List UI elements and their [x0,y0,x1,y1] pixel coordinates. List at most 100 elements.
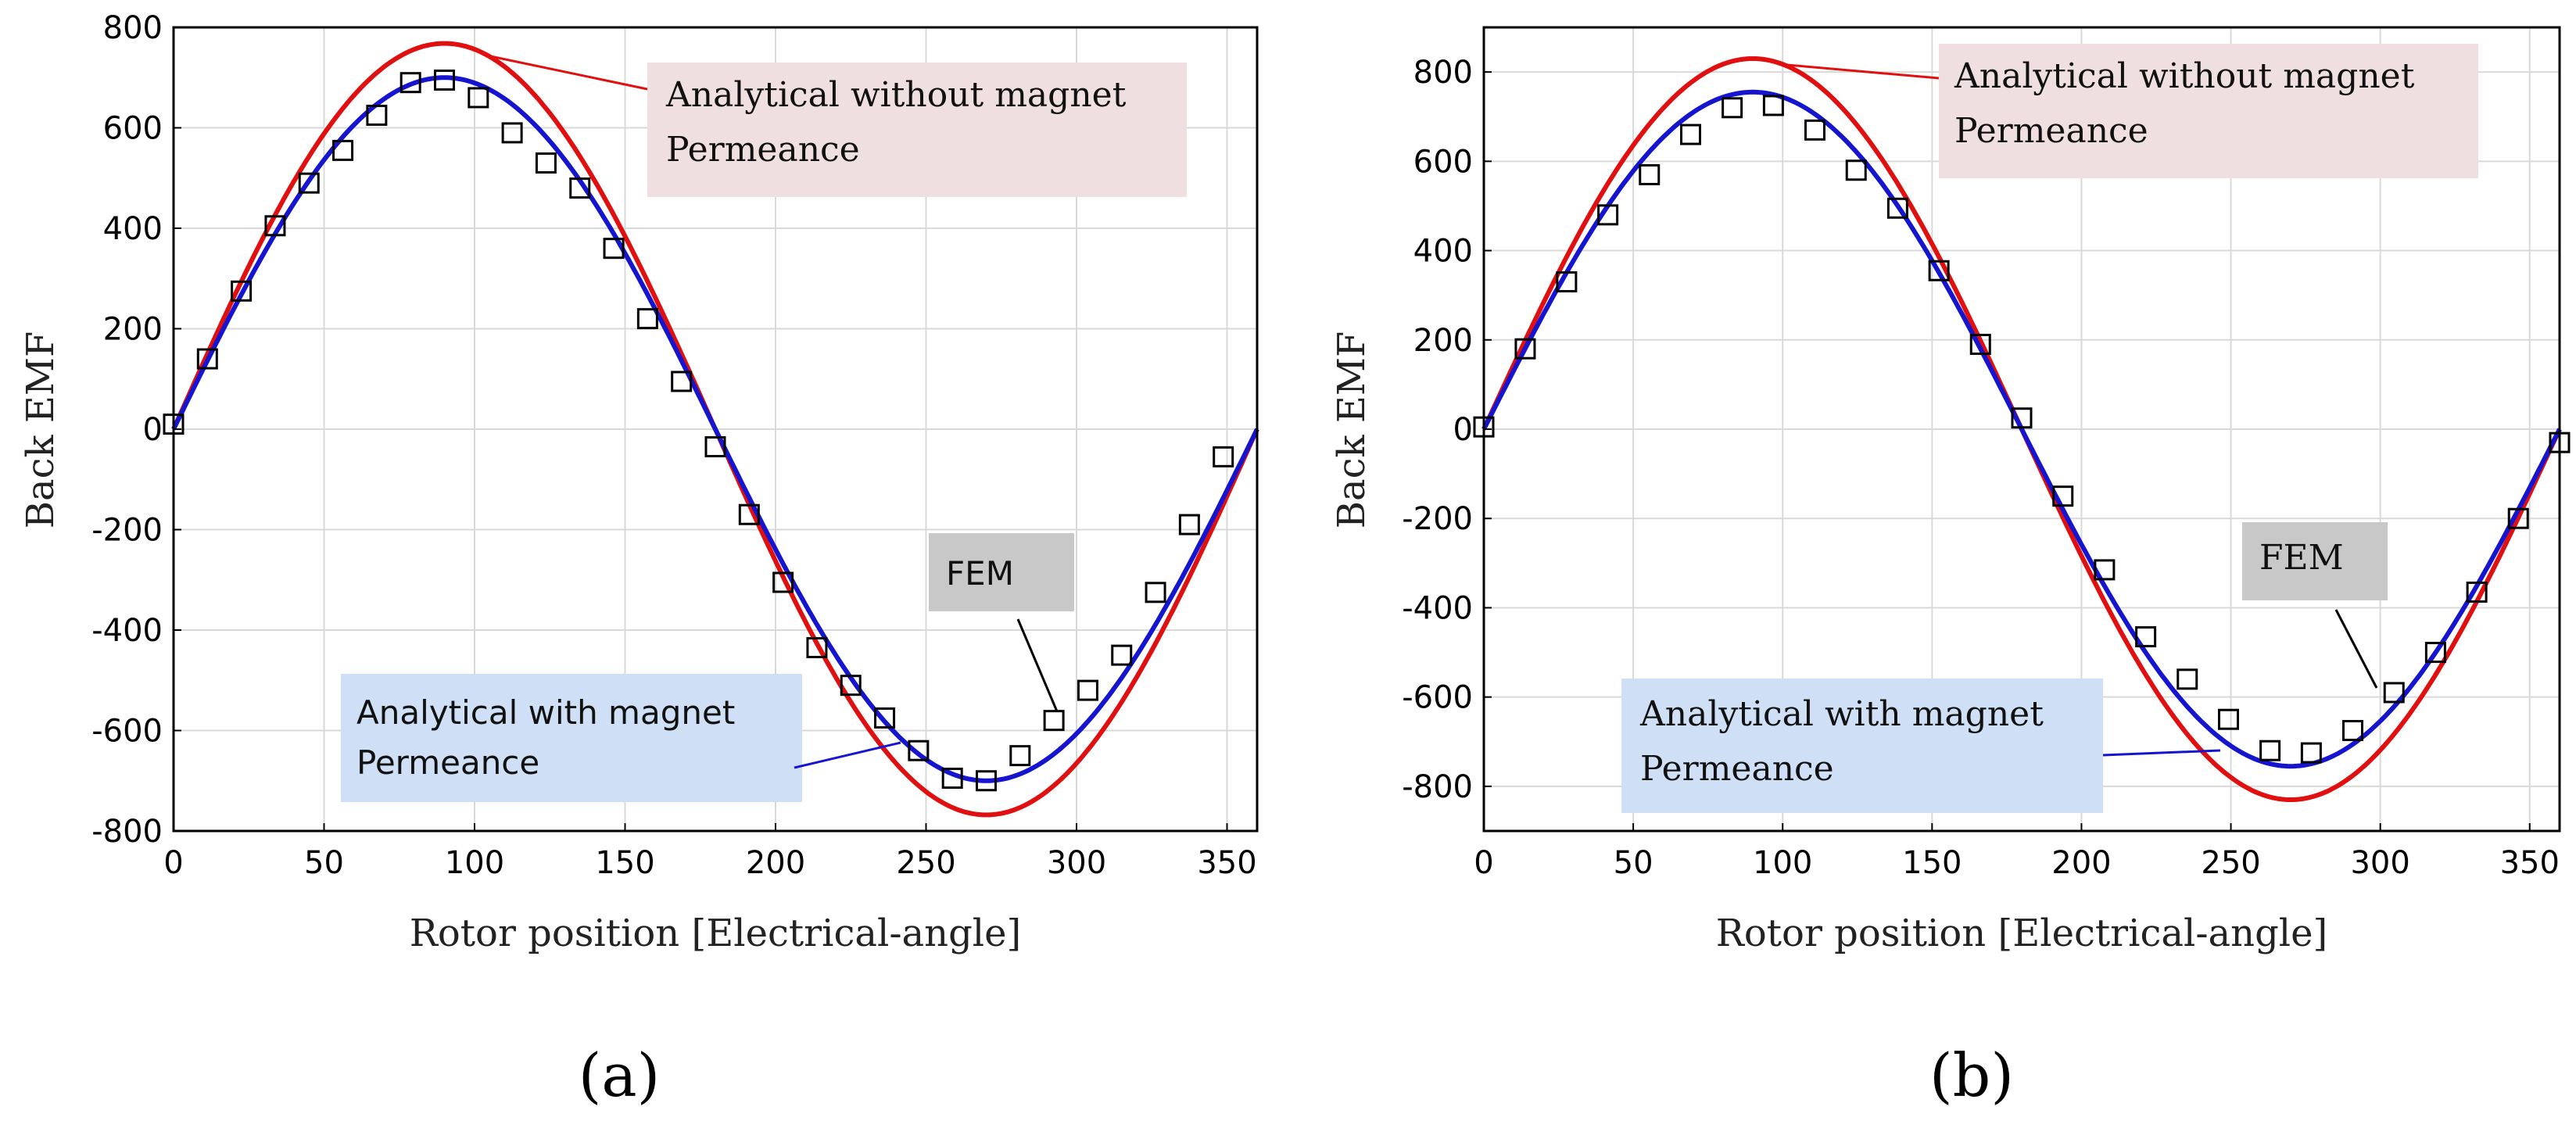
curves-a [171,41,1259,818]
fem-point [806,636,828,658]
fem-point [332,139,354,161]
y-tick-label: -200 [1402,501,1473,537]
fem-point [434,69,455,91]
annotation-boxes-b [1621,44,2478,813]
x-tick-label: 200 [2051,845,2111,881]
fem-point [1514,338,1536,360]
series-line-analytical-with-magnet-permeance [1481,89,2562,769]
y-tick-label: -200 [91,513,163,549]
fem-point [2507,507,2529,529]
fem-point [1145,582,1166,603]
fem-leader [2334,609,2378,689]
x-tick-label: 150 [595,845,654,881]
with-magnet-label-1: Analytical with magnet [356,693,735,732]
x-ticks-b: 0 50 100 150 200 250 300 350 [1474,823,2560,881]
x-tick-label: 100 [445,845,504,881]
fem-point [2342,720,2364,741]
with-magnet-label-2: Permeance [1640,749,1834,789]
fem-point [569,177,591,199]
fem-point [704,435,726,457]
fem-point [1762,95,1784,116]
panel-label-a: (a) [579,1040,661,1110]
curves-b [1481,56,2562,802]
fem-point [2094,559,2116,581]
fem-point [1213,446,1234,467]
annotation-boxes-a [341,63,1187,802]
fem-box [2242,522,2388,600]
y-ticks-a: -800 -600 -400 -200 0 200 400 600 800 [91,10,181,850]
x-tick-label: 350 [1197,845,1256,881]
x-tick-label: 300 [1047,845,1106,881]
y-tick-label: -600 [1402,680,1473,716]
without-magnet-leader [1777,63,1940,80]
fem-point [1804,119,1826,141]
fem-box [929,533,1074,611]
fem-point [1969,333,1991,355]
fem-point [1928,260,1950,281]
fem-point [1845,159,1867,181]
fem-point [1077,679,1098,701]
fem-point [468,87,489,109]
panel-label-b: (b) [1929,1040,2014,1110]
fem-label: FEM [946,554,1014,593]
y-tick-label: -400 [91,613,163,649]
with-magnet-leader [794,741,901,769]
fem-point [2259,740,2281,761]
with-magnet-label-1: Analytical with magnet [1639,694,2044,734]
x-tick-label: 0 [1474,845,1493,881]
y-axis-label-a: Back EMF [19,331,63,529]
with-magnet-box [341,674,802,802]
fem-point [2424,642,2446,664]
y-tick-label: 800 [103,10,163,46]
y-tick-label: 0 [1453,412,1473,448]
fem-point [1722,97,1743,119]
x-tick-label: 200 [746,845,805,881]
x-tick-label: 50 [1614,845,1653,881]
without-magnet-box [1939,44,2478,178]
fem-point [264,215,286,237]
x-tick-label: 50 [304,845,344,881]
y-tick-label: 200 [103,312,163,348]
series-line-analytical-with-magnet-permeance [171,75,1259,783]
y-tick-label: -400 [1402,590,1473,626]
fem-point [399,72,421,94]
fem-point [1597,204,1619,226]
fem-point [1639,163,1661,185]
fem-point [501,122,523,144]
fem-point [196,348,218,370]
y-ticks-b: -800 -600 -400 -200 0 200 400 600 800 [1402,55,1492,805]
x-tick-label: 300 [2350,845,2409,881]
without-magnet-box [647,63,1187,197]
fem-point [941,768,963,790]
fem-point [2217,708,2239,730]
y-tick-label: 200 [1413,323,1473,359]
leader-lines-a [482,53,1059,769]
fem-point [772,571,794,593]
y-tick-label: 0 [143,412,163,448]
x-tick-label: 250 [896,845,955,881]
fem-point [298,172,320,194]
fem-point [366,104,388,126]
y-tick-label: -800 [1402,769,1473,805]
y-tick-label: 600 [1413,144,1473,180]
with-magnet-label-2: Permeance [356,743,539,782]
y-axis-label-b: Back EMF [1330,331,1374,529]
y-tick-label: -800 [91,814,163,850]
x-tick-label: 150 [1902,845,1962,881]
chart-a: 0 50 100 150 200 250 300 350 -800 -600 -400 -200 0 2… [19,10,1259,1110]
without-magnet-label-2: Permeance [1954,111,2148,151]
fem-point [1886,197,1908,219]
fem-point [1009,745,1031,767]
leader-lines-b [1777,63,2378,757]
x-ticks-a: 0 50 100 150 200 250 300 350 [163,823,1257,881]
fem-point [1556,271,1578,293]
fem-point [671,371,693,392]
x-tick-label: 350 [2500,845,2560,881]
without-magnet-leader [482,53,648,91]
with-magnet-box [1621,679,2103,813]
y-tick-label: 800 [1413,55,1473,91]
fem-point [908,740,930,761]
fem-point [1111,644,1133,666]
fem-point [535,152,557,174]
